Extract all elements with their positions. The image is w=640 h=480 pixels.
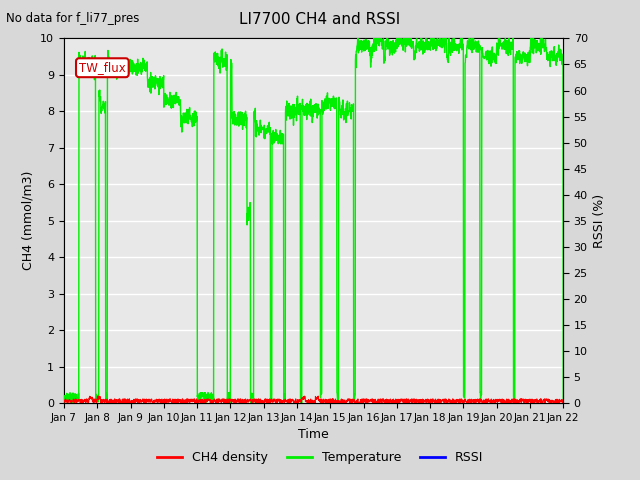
Text: TW_flux: TW_flux: [79, 61, 125, 74]
Legend: CH4 density, Temperature, RSSI: CH4 density, Temperature, RSSI: [152, 446, 488, 469]
Y-axis label: RSSI (%): RSSI (%): [593, 194, 606, 248]
Text: LI7700 CH4 and RSSI: LI7700 CH4 and RSSI: [239, 12, 401, 27]
Text: No data for f_li77_pres: No data for f_li77_pres: [6, 12, 140, 25]
Y-axis label: CH4 (mmol/m3): CH4 (mmol/m3): [22, 171, 35, 271]
X-axis label: Time: Time: [298, 429, 329, 442]
